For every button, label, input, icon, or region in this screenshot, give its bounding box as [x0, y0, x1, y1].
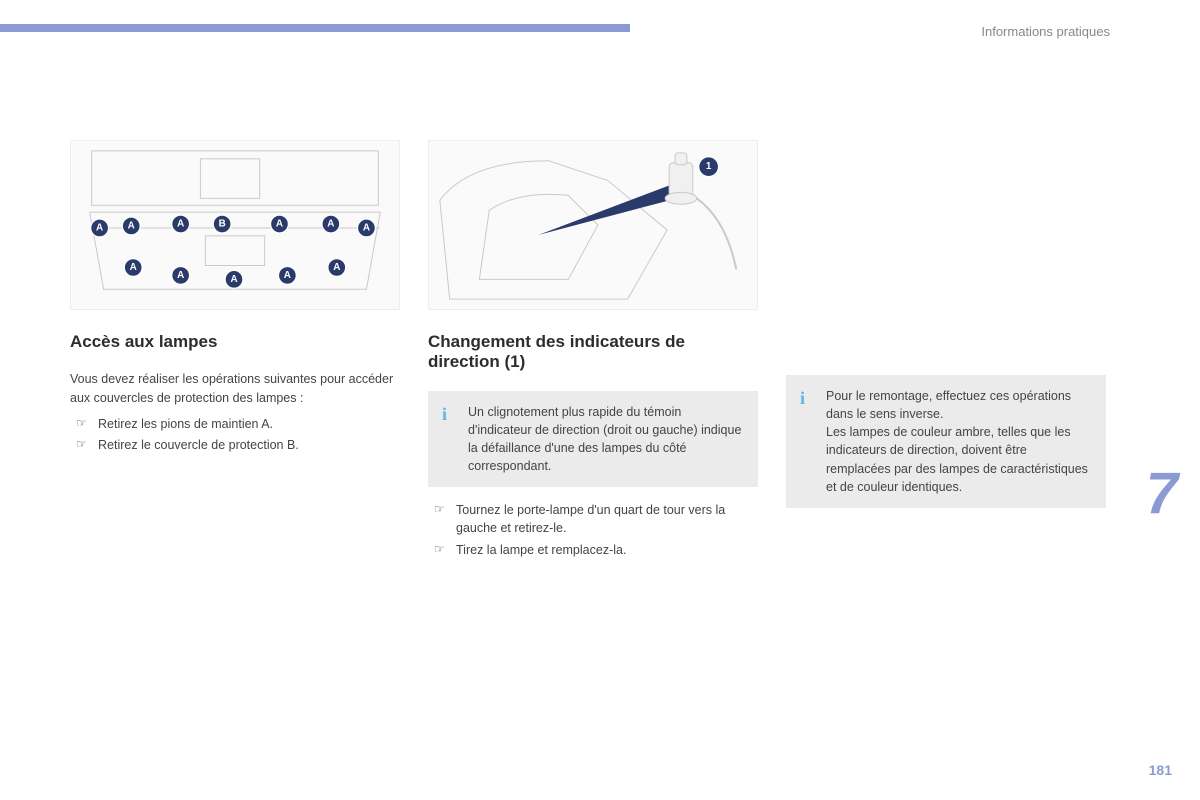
info-text-line1: Pour le remontage, effectuez ces opérati… — [826, 389, 1071, 421]
title-access-lamps: Accès aux lampes — [70, 332, 400, 352]
chapter-number: 7 — [1146, 460, 1178, 527]
intro-access-lamps: Vous devez réaliser les opérations suiva… — [70, 370, 400, 406]
column-change-indicators: 1 Changement des indicateurs de directio… — [428, 140, 758, 562]
diagram-engine-bay: A A A B A A A A A A A A — [70, 140, 400, 310]
svg-text:1: 1 — [706, 161, 712, 172]
page-number: 181 — [1149, 762, 1172, 778]
svg-text:A: A — [128, 220, 135, 231]
svg-text:A: A — [327, 219, 334, 230]
column-access-lamps: A A A B A A A A A A A A Accès aux lampes Vous devez… — [70, 140, 400, 562]
spacer — [786, 140, 1106, 332]
info-box-reassembly: i Pour le remontage, effectuez ces opéra… — [786, 375, 1106, 508]
info-icon: i — [442, 401, 447, 427]
info-box-flashing: i Un clignotement plus rapide du témoin … — [428, 391, 758, 488]
step-item: Tournez le porte-lampe d'un quart de tou… — [428, 501, 758, 537]
svg-text:A: A — [276, 219, 283, 230]
spacer — [786, 332, 1106, 375]
info-text-line2: Les lampes de couleur ambre, telles que … — [826, 425, 1088, 493]
header-section-label: Informations pratiques — [981, 24, 1110, 39]
steps-access-lamps: Retirez les pions de maintien A. Retirez… — [70, 415, 400, 457]
step-item: Retirez le couvercle de protection B. — [70, 436, 400, 454]
svg-text:B: B — [219, 219, 226, 230]
step-item: Retirez les pions de maintien A. — [70, 415, 400, 433]
column-reassembly-note: i Pour le remontage, effectuez ces opéra… — [786, 140, 1106, 562]
svg-text:A: A — [177, 219, 184, 230]
page-content: A A A B A A A A A A A A Accès aux lampes Vous devez… — [70, 140, 1120, 562]
svg-text:A: A — [284, 270, 291, 281]
svg-text:A: A — [230, 274, 237, 285]
svg-text:A: A — [96, 222, 103, 233]
step-item: Tirez la lampe et remplacez-la. — [428, 541, 758, 559]
svg-text:A: A — [333, 262, 340, 273]
info-icon: i — [800, 385, 805, 411]
svg-text:A: A — [363, 222, 370, 233]
steps-change-indicators: Tournez le porte-lampe d'un quart de tou… — [428, 501, 758, 561]
svg-text:A: A — [130, 262, 137, 273]
diagram-bulb-holder: 1 — [428, 140, 758, 310]
title-change-indicators: Changement des indicateurs de direction … — [428, 332, 758, 373]
header-accent-bar — [0, 24, 630, 32]
info-text: Un clignotement plus rapide du témoin d'… — [468, 405, 741, 473]
svg-text:A: A — [177, 270, 184, 281]
